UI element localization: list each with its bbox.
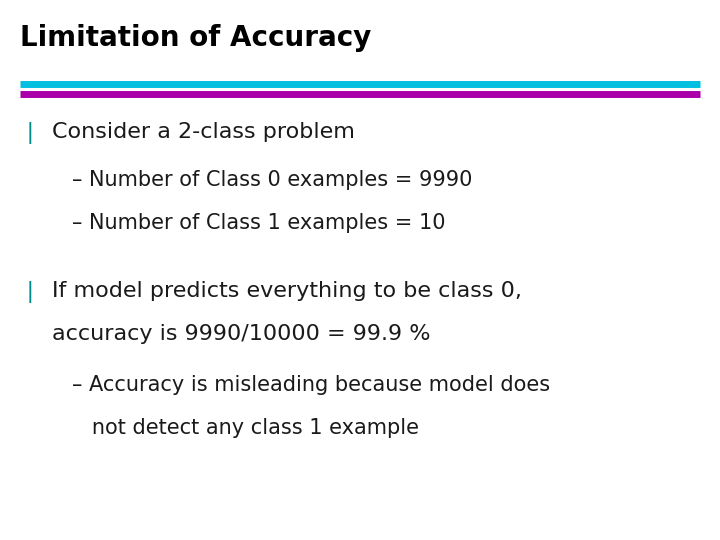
Text: – Number of Class 0 examples = 9990: – Number of Class 0 examples = 9990 bbox=[72, 170, 472, 190]
Text: not detect any class 1 example: not detect any class 1 example bbox=[72, 418, 419, 438]
Text: accuracy is 9990/10000 = 99.9 %: accuracy is 9990/10000 = 99.9 % bbox=[52, 324, 431, 344]
Text: – Accuracy is misleading because model does: – Accuracy is misleading because model d… bbox=[72, 375, 550, 395]
Text: Limitation of Accuracy: Limitation of Accuracy bbox=[20, 24, 372, 52]
Text: – Number of Class 1 examples = 10: – Number of Class 1 examples = 10 bbox=[72, 213, 446, 233]
Text: If model predicts everything to be class 0,: If model predicts everything to be class… bbox=[52, 281, 522, 301]
Text: ❘: ❘ bbox=[20, 281, 39, 303]
Text: Consider a 2-class problem: Consider a 2-class problem bbox=[52, 122, 355, 141]
Text: ❘: ❘ bbox=[20, 122, 39, 144]
